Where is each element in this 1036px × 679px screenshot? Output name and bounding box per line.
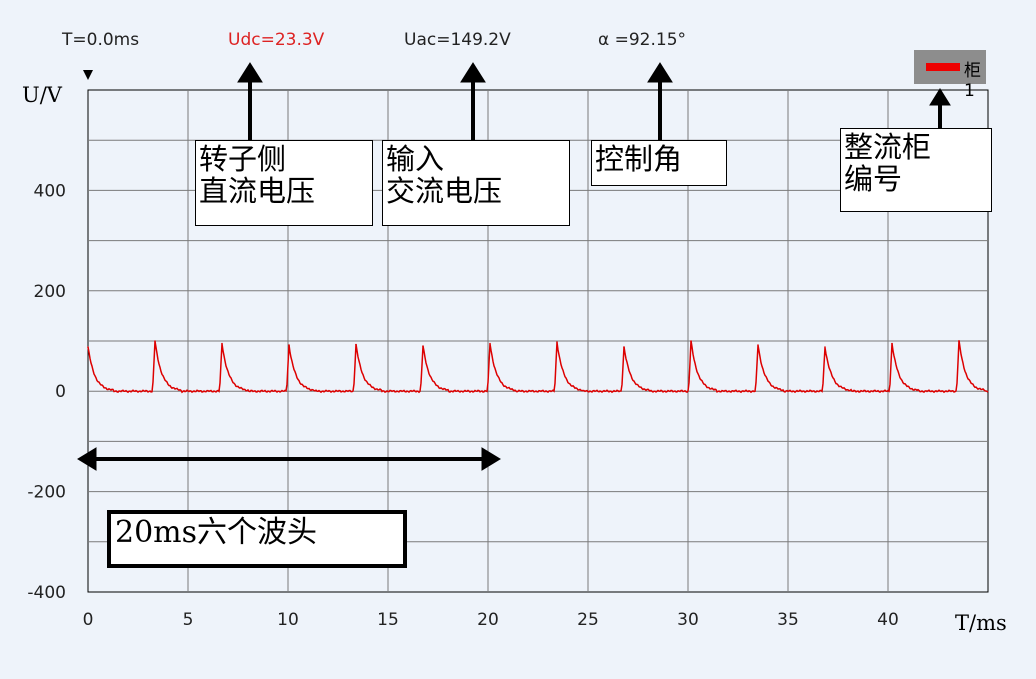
peak-point	[87, 346, 89, 348]
peak-point	[489, 342, 491, 345]
x-tick-label: 10	[277, 610, 299, 630]
x-axis-label: T/ms	[955, 611, 1007, 635]
arrow-legend-head	[929, 88, 951, 106]
alpha-readout: α =92.15°	[598, 30, 687, 50]
legend-label: 柜1	[964, 61, 981, 101]
annotation-six-peaks: 20ms六个波头	[107, 510, 407, 568]
peak-point	[154, 340, 156, 342]
peak-point	[422, 345, 424, 347]
peak-point	[623, 346, 625, 348]
y-axis-label: U/V	[22, 83, 63, 107]
x-tick-label: 15	[377, 610, 399, 630]
peak-point	[757, 344, 759, 346]
y-tick-label: -200	[27, 483, 66, 503]
legend-swatch	[926, 63, 960, 71]
period-arrow-right-head	[481, 447, 501, 471]
y-axis-marker	[83, 70, 93, 80]
time-readout: T=0.0ms	[62, 30, 140, 50]
x-tick-label: 25	[577, 610, 599, 630]
annotation-control-angle-text: 控制角	[595, 142, 683, 176]
arrow-udc-head	[237, 62, 263, 83]
x-tick-label: 5	[183, 610, 194, 630]
x-tick-label: 20	[477, 610, 499, 630]
y-tick-label: 400	[34, 181, 66, 201]
series-line	[87, 340, 989, 394]
x-tick-label: 30	[677, 610, 699, 630]
arrow-uac-head	[460, 62, 486, 83]
annotation-six-peaks-text: 20ms六个波头	[115, 515, 318, 550]
x-tick-label: 0	[83, 610, 94, 630]
x-tick-label: 35	[777, 610, 799, 630]
y-tick-label: -400	[27, 583, 66, 603]
annotation-cabinet-no-line2: 编号	[844, 162, 903, 196]
annotation-arrows	[77, 62, 951, 471]
annotation-control-angle: 控制角	[591, 140, 727, 186]
legend: 柜1	[914, 50, 986, 101]
annotation-input-ac: 输入 交流电压	[382, 140, 570, 226]
peak-point	[355, 343, 357, 346]
x-tick-label: 40	[877, 610, 899, 630]
peak-point	[958, 340, 960, 342]
annotation-input-ac-line2: 交流电压	[386, 174, 503, 208]
uac-readout: Uac=149.2V	[404, 30, 511, 50]
period-arrow-left-head	[77, 447, 97, 471]
peak-point	[288, 344, 290, 346]
voltage-trace	[87, 340, 989, 394]
arrow-alpha-head	[647, 62, 673, 83]
annotation-rotor-dc: 转子侧 直流电压	[195, 140, 373, 226]
x-tick-labels: 0 5 10 15 20 25 30 35 40	[83, 610, 899, 630]
annotation-cabinet-no-line1: 整流柜	[844, 130, 932, 164]
udc-readout: Udc=23.3V	[228, 30, 325, 50]
peak-point	[556, 341, 558, 343]
peak-point	[221, 342, 223, 345]
annotation-input-ac-line1: 输入	[386, 142, 445, 176]
y-tick-labels: -400 -200 0 200 400	[27, 181, 66, 603]
peak-point	[690, 340, 692, 342]
annotation-rotor-dc-line1: 转子侧	[199, 142, 287, 176]
y-tick-label: 0	[55, 382, 66, 402]
annotation-rotor-dc-line2: 直流电压	[199, 174, 316, 208]
y-tick-label: 200	[34, 282, 66, 302]
peak-point	[891, 342, 893, 345]
annotation-cabinet-no: 整流柜 编号	[840, 128, 992, 212]
peak-point	[824, 346, 826, 348]
